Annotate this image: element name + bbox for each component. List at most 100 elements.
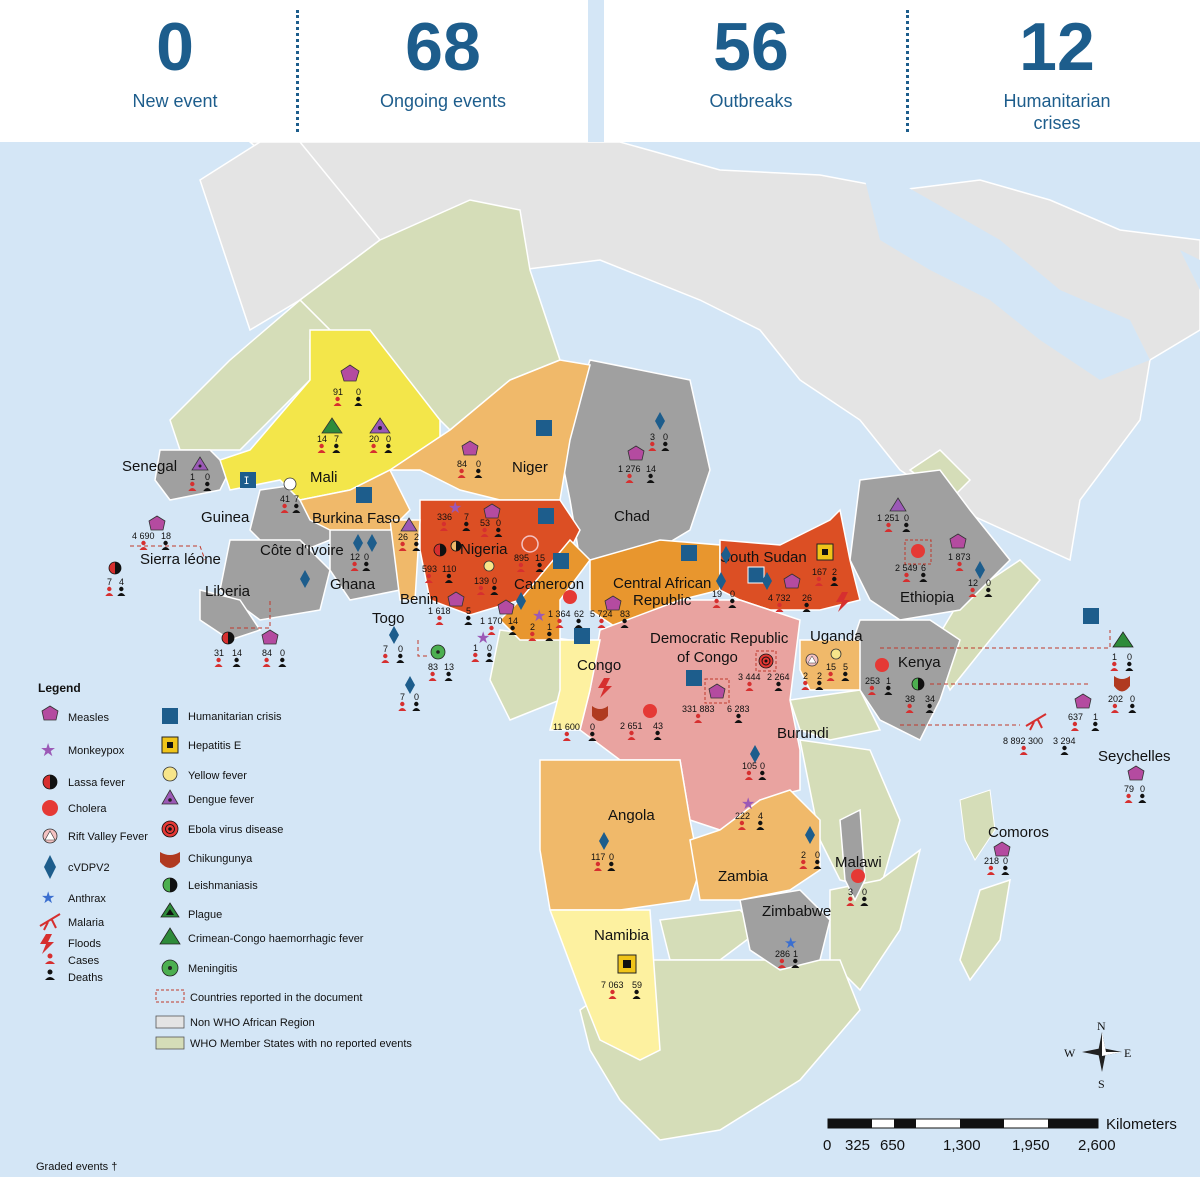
deaths-value: 0 — [398, 644, 403, 654]
deaths-value: 1 — [1093, 712, 1098, 722]
deaths-value: 59 — [632, 980, 642, 990]
yellow-fever-icon — [483, 560, 495, 572]
cases-value: 1 251 — [877, 513, 900, 523]
cholera-icon — [875, 658, 889, 672]
cases-icon — [1070, 721, 1079, 731]
cases-value: 41 — [280, 494, 290, 504]
scale-tick: 325 — [845, 1137, 870, 1154]
deaths-icon — [646, 473, 655, 483]
deaths-icon — [734, 713, 743, 723]
deaths-icon — [444, 573, 453, 583]
lassa-fever-icon — [108, 561, 122, 575]
cases-value: 1 — [190, 472, 195, 482]
cases-value: 2 — [530, 622, 535, 632]
floods-icon — [598, 678, 612, 698]
deaths-icon — [802, 602, 811, 612]
deaths-value: 0 — [609, 852, 614, 862]
cases-value: 7 063 — [601, 980, 624, 990]
plague-icon — [1112, 631, 1134, 648]
deaths-value: 26 — [802, 593, 812, 603]
measles-icon — [447, 591, 465, 607]
cases-value: 91 — [333, 387, 343, 397]
angola-shape — [539, 759, 701, 911]
legend-ebola: Ebola virus disease — [188, 824, 283, 836]
deaths-icon — [653, 730, 662, 740]
cases-icon — [562, 731, 571, 741]
cvdpv2-icon — [516, 592, 526, 610]
deaths-value: 0 — [1140, 784, 1145, 794]
deaths-icon — [462, 521, 471, 531]
legend-anthrax: Anthrax — [68, 893, 106, 905]
deaths-icon — [535, 562, 544, 572]
dengue-icon — [161, 789, 179, 805]
deaths-value: 0 — [590, 722, 595, 732]
cases-icon — [1110, 703, 1119, 713]
cases-value: 7 — [383, 644, 388, 654]
deaths-value: 62 — [574, 609, 584, 619]
label-drc-2: of Congo — [677, 649, 738, 666]
who-none-swatch — [155, 1036, 185, 1050]
deaths-icon — [884, 685, 893, 695]
legend-lassa: Lassa fever — [68, 777, 125, 789]
legend-deaths: Deaths — [68, 972, 103, 984]
deaths-value: 0 — [492, 576, 497, 586]
cases-icon — [1110, 661, 1119, 671]
cases-icon — [593, 861, 602, 871]
cchf-icon — [321, 417, 343, 434]
cases-icon — [398, 541, 407, 551]
cvdpv2-icon — [762, 572, 772, 590]
deaths-value: 2 — [817, 671, 822, 681]
deaths-icon — [632, 989, 641, 999]
cchf-icon — [159, 927, 181, 945]
cases-icon — [744, 770, 753, 780]
cases-icon — [648, 441, 657, 451]
deaths-icon — [758, 770, 767, 780]
cases-value: 4 732 — [768, 593, 791, 603]
legend: Legend Measles ★ Monkeypox Lassa fever C… — [38, 681, 412, 1050]
deaths-value: 6 — [921, 563, 926, 573]
measles-icon — [148, 515, 166, 531]
cases-icon — [694, 713, 703, 723]
dengue-icon — [400, 517, 418, 532]
cvdpv2-icon — [599, 832, 609, 850]
stat-ongoing-events: 68 Ongoing events — [298, 0, 588, 142]
cases-icon — [799, 859, 808, 869]
measles-icon — [1074, 693, 1092, 709]
deaths-icon — [1128, 703, 1137, 713]
dengue-icon — [191, 456, 209, 471]
cases-value: 331 883 — [682, 704, 715, 714]
cases-value: 19 — [712, 589, 722, 599]
stats-panel-right — [604, 0, 1200, 142]
deaths-value: 1 — [886, 676, 891, 686]
label-kenya: Kenya — [898, 654, 941, 671]
plague-icon — [160, 902, 180, 918]
measles-icon — [483, 503, 501, 519]
anthrax-icon: ★ — [41, 888, 55, 907]
uganda-shape — [799, 639, 861, 691]
cases-value: 2 — [803, 671, 808, 681]
label-malawi: Malawi — [835, 854, 882, 871]
chikungunya-icon — [1114, 676, 1130, 692]
cases-icon — [801, 680, 810, 690]
cvdpv2-icon — [300, 570, 310, 588]
deaths-value: 13 — [444, 662, 454, 672]
deaths-icon — [1001, 865, 1010, 875]
cases-icon — [986, 865, 995, 875]
scale-tick: 2,600 — [1078, 1137, 1116, 1154]
cases-value: 218 — [984, 856, 999, 866]
label-benin: Benin — [400, 591, 438, 608]
cases-icon — [625, 473, 634, 483]
humanitarian-icon — [538, 508, 554, 524]
deaths-icon — [919, 572, 928, 582]
deaths-value: 43 — [653, 721, 663, 731]
stats-bar: 0 New event 68 Ongoing events 56 Outbrea… — [0, 0, 1200, 142]
svg-text:★: ★ — [476, 628, 490, 647]
cases-value: 637 — [1068, 712, 1083, 722]
cases-icon — [214, 657, 223, 667]
deaths-icon — [728, 598, 737, 608]
deaths-icon — [396, 653, 405, 663]
monkeypox-icon: ★ — [448, 498, 462, 517]
cases-icon — [905, 703, 914, 713]
cvdpv2-icon — [716, 572, 726, 590]
cases-value: 1 — [1112, 652, 1117, 662]
